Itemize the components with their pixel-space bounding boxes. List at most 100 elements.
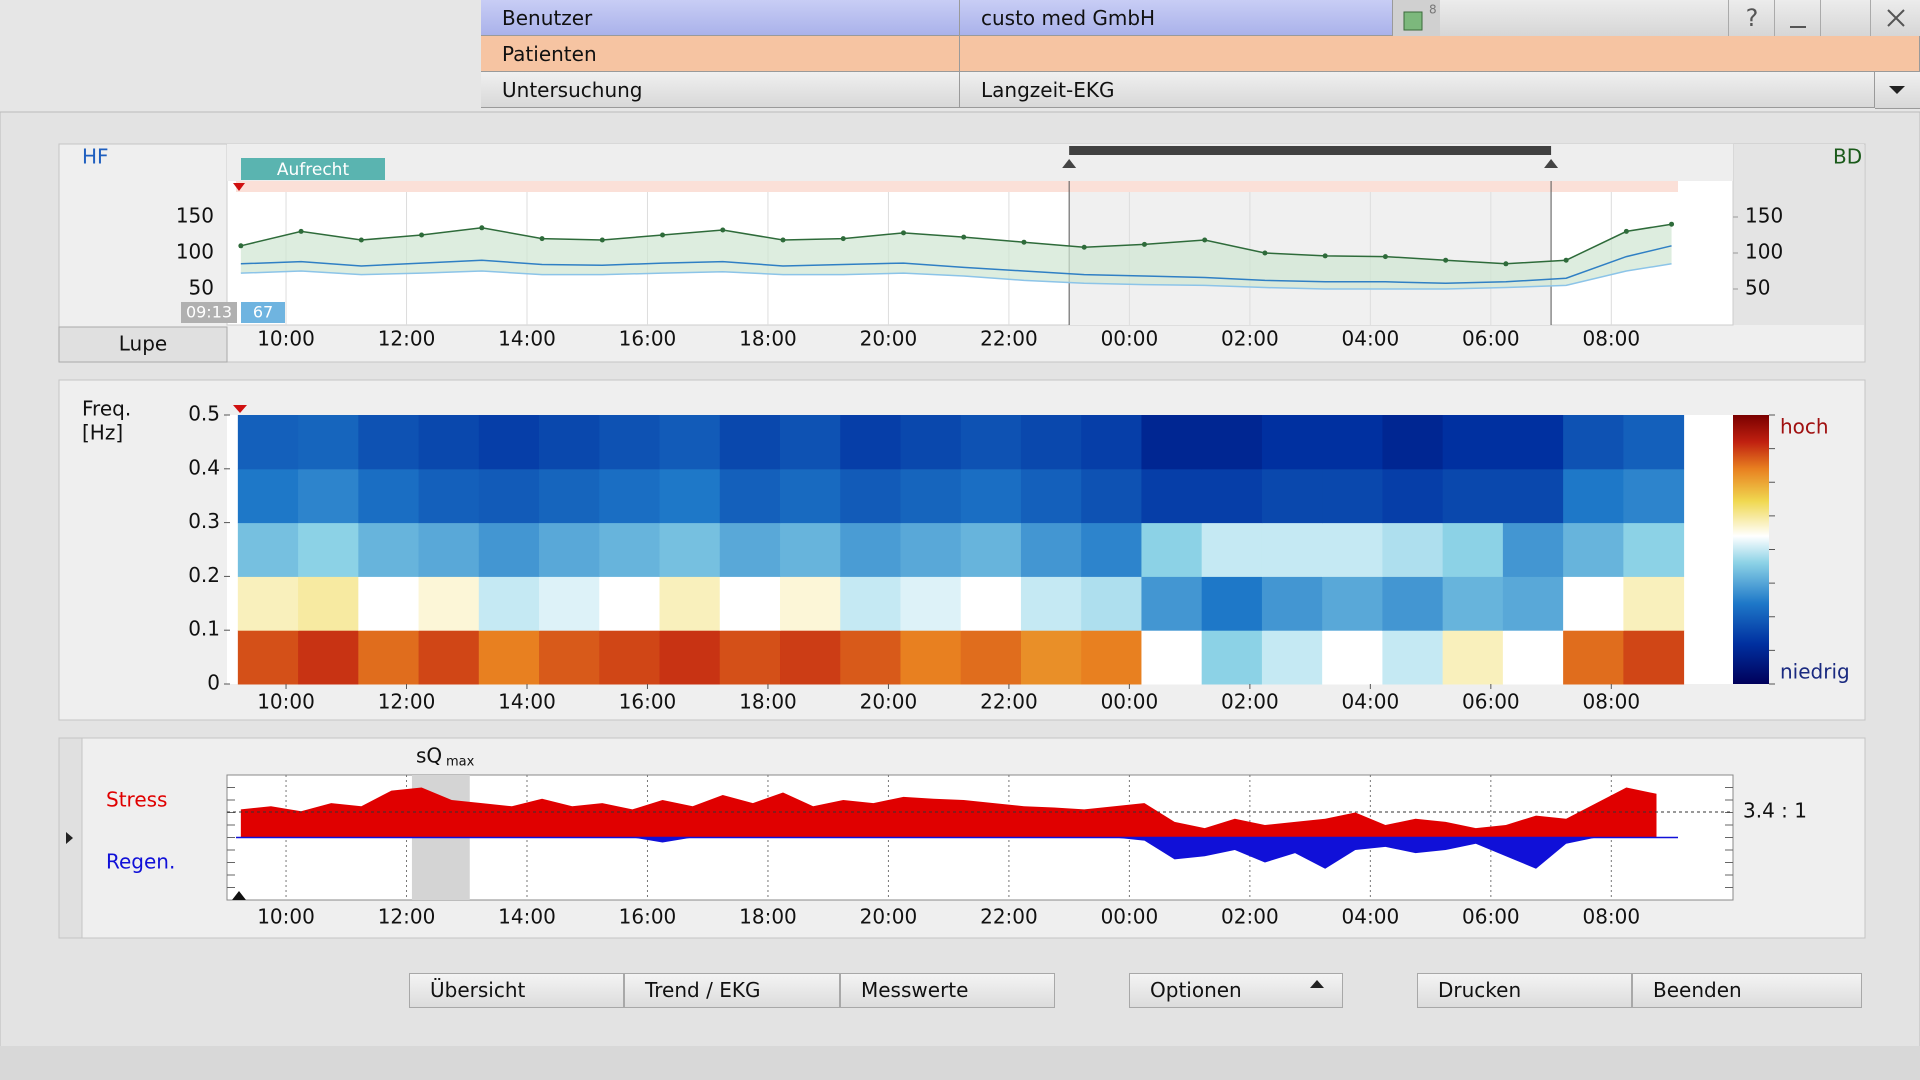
hf-point (479, 225, 485, 231)
heat-cell (719, 576, 781, 631)
hf-point (298, 228, 304, 234)
heat-cell (1020, 522, 1082, 577)
help-button[interactable]: ? (1728, 0, 1775, 36)
dropdown-icon (1889, 86, 1905, 94)
hf-point (599, 237, 605, 243)
hf-point (780, 237, 786, 243)
heat-cell (1141, 576, 1203, 631)
dropdown-arrow (1889, 86, 1905, 94)
close-icon (1887, 9, 1905, 27)
x-tick-label: 20:00 (860, 327, 918, 351)
hf-line (240, 263, 1672, 290)
zoom-button[interactable] (58, 326, 228, 363)
heat-cell (1020, 576, 1082, 631)
button[interactable]: Beenden (1632, 973, 1862, 1008)
heat-cell (1563, 522, 1624, 577)
x-tick-label: 08:00 (1582, 690, 1640, 714)
button[interactable]: Messwerte (840, 973, 1055, 1008)
heat-cell (1141, 630, 1203, 685)
button[interactable]: Optionen (1129, 973, 1343, 1008)
heat-cell (900, 630, 962, 685)
y2-tick-label: 100 (1745, 240, 1783, 264)
heat-cell (1623, 415, 1685, 470)
heat-cell (840, 630, 901, 685)
exam[interactable]: Langzeit-EKG (960, 72, 1875, 108)
heat-cell (900, 415, 962, 470)
status-bar (0, 1046, 1920, 1080)
heat-cell (1322, 468, 1383, 524)
x-tick-label: 16:00 (619, 690, 677, 714)
close-button[interactable] (1870, 0, 1920, 36)
heat-cell (358, 468, 420, 524)
maximize-button[interactable] (1820, 0, 1871, 36)
heat-cell (418, 415, 480, 470)
marker-label: sQ (416, 744, 442, 768)
area (240, 837, 1657, 869)
button[interactable]: Drucken (1417, 973, 1632, 1008)
x-tick-label: 14:00 (498, 905, 556, 929)
user-label: Benutzer (481, 0, 960, 36)
hf-point (1382, 254, 1388, 260)
minimize-icon (1790, 26, 1806, 28)
event-bar (236, 181, 1678, 192)
toggle-arrow (66, 832, 73, 844)
heat-cell (1141, 522, 1203, 577)
heat-cell (478, 468, 540, 524)
colorbar (1733, 415, 1769, 684)
heat-cell (1382, 415, 1444, 470)
heat-cell (659, 522, 721, 577)
x-tick-label: 18:00 (739, 327, 797, 351)
hf-point (1202, 237, 1208, 243)
x-tick-label: 12:00 (378, 327, 436, 351)
hf-point (1262, 250, 1268, 256)
heat-cell (478, 630, 540, 685)
heat-cell (539, 576, 600, 631)
exam-dropdown[interactable] (1875, 72, 1920, 109)
heat-cell (1081, 576, 1142, 631)
heat-cell (599, 522, 661, 577)
button[interactable]: Übersicht (409, 973, 624, 1008)
button[interactable]: Trend / EKG (624, 973, 840, 1008)
heat-cell (599, 468, 661, 524)
x-tick-label: 22:00 (980, 690, 1038, 714)
heat-cell (1201, 576, 1263, 631)
heat-cell (1322, 576, 1383, 631)
patient-field[interactable] (960, 36, 1920, 72)
hf-point (419, 232, 425, 238)
heat-cell (1563, 576, 1624, 631)
hf-point (840, 236, 846, 242)
y-unit: [Hz] (82, 421, 123, 445)
close-x (1887, 9, 1905, 27)
y-tick-label: 0.5 (188, 402, 220, 426)
start-marker (232, 891, 246, 900)
heat-cell (900, 468, 962, 524)
heat-cell (840, 576, 901, 631)
hf-point (1021, 239, 1027, 245)
x-tick-label: 10:00 (257, 327, 315, 351)
y-tick-label: 0.4 (188, 455, 220, 479)
icon-shape (1403, 11, 1423, 31)
heat-cell (840, 468, 901, 524)
user-icon[interactable]: 8 (1393, 0, 1440, 37)
hf-point (1443, 257, 1449, 263)
heat-cell (1020, 468, 1082, 524)
patient-label: Patienten (481, 36, 960, 72)
heat-cell (780, 576, 841, 631)
start-time-box (181, 302, 237, 323)
minimize-button[interactable] (1774, 0, 1821, 36)
hf-point (1563, 257, 1569, 263)
heat-cell (418, 468, 480, 524)
heat-cell (298, 468, 359, 524)
heat-cell (539, 415, 600, 470)
x-tick-label: 20:00 (860, 905, 918, 929)
heat-cell (1502, 576, 1564, 631)
heat-cell (1382, 576, 1444, 631)
heat-cell (1322, 522, 1383, 577)
heat-cell (1020, 630, 1082, 685)
bd-label: BD (1833, 145, 1862, 169)
start-value: 67 (253, 303, 273, 322)
x-tick-label: 04:00 (1342, 690, 1400, 714)
start-marker (233, 183, 245, 191)
